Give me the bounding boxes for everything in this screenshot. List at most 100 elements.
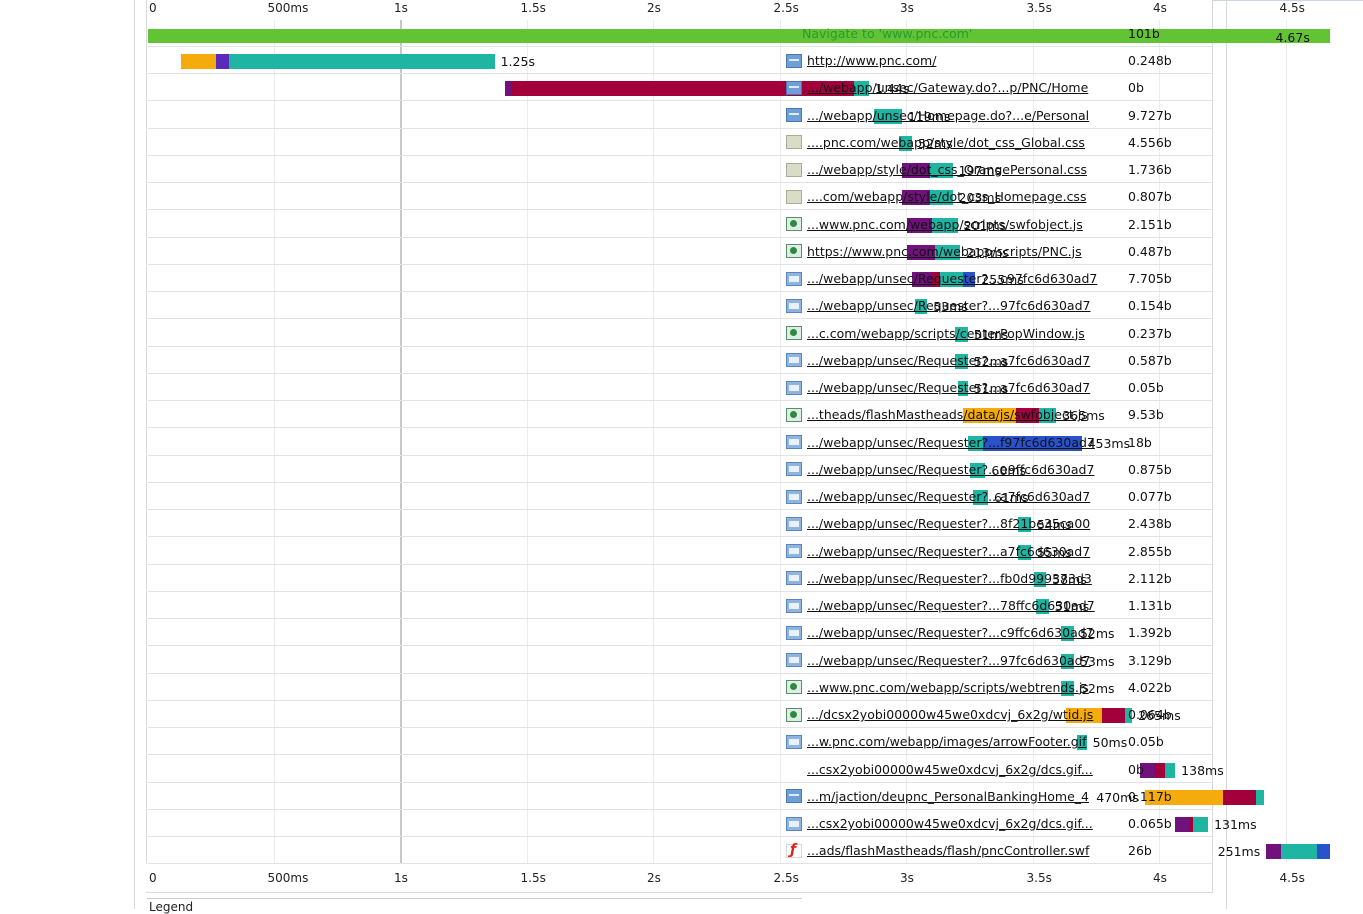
timing-segment-wait <box>874 108 902 124</box>
request-url-cell: ...www.pnc.com/webapp/scripts/swfobject.… <box>786 211 1083 238</box>
request-size: 9.727b <box>1128 107 1172 123</box>
request-row[interactable]: 58ms .../webapp/unsec/Requester?...fb0d99… <box>148 565 1212 592</box>
request-row[interactable]: 54ms .../webapp/unsec/Requester?...8f21be… <box>148 510 1212 538</box>
outer-right-border <box>1226 0 1227 909</box>
timing-segment-connect <box>912 272 933 287</box>
request-row[interactable]: 51ms .../webapp/unsec/Requester?...78ffc6… <box>148 592 1212 619</box>
request-url-link[interactable]: ...www.pnc.com/webapp/scripts/webtrends.… <box>807 679 1089 695</box>
timing-segment-ssl <box>1190 817 1193 832</box>
left-border <box>146 0 147 864</box>
request-row[interactable]: 55ms .../webapp/unsec/Requester?...a7fc6d… <box>148 538 1212 565</box>
request-url-cell: .../webapp/unsec/Requester?...e9ffc6d630… <box>786 456 1094 483</box>
request-size: 4.556b <box>1128 134 1172 150</box>
request-row[interactable]: 265ms .../dcsx2yobi00000w45we0xdcvj_6x2g/… <box>148 701 1212 728</box>
navigate-row[interactable]: 4.67s Navigate to 'www.pnc.com' 101b <box>148 20 1330 47</box>
request-url-cell: .../webapp/unsec/Requester?...a7fc6d630a… <box>786 538 1090 565</box>
request-url-link[interactable]: ....pnc.com/webapp/style/dot_css_Global.… <box>807 134 1085 150</box>
request-url-link[interactable]: ....com/webapp/style/dot_css_Homepage.cs… <box>807 189 1087 205</box>
request-url-link[interactable]: .../webapp/unsec/Requester?...78ffc6d630… <box>807 598 1095 613</box>
timing-segment-wait <box>1061 653 1074 669</box>
request-url-cell: ...ads/flashMastheads/flash/pncControlle… <box>786 837 1089 864</box>
request-url-link[interactable]: https://www.pnc.com/webapp/scripts/PNC.j… <box>807 243 1082 259</box>
request-url-link[interactable]: .../webapp/unsec/Requester?...8f21be35ca… <box>807 516 1091 532</box>
timing-segment-connect <box>907 244 935 260</box>
request-duration: 255ms <box>981 272 1024 287</box>
request-row[interactable]: 201ms ...www.pnc.com/webapp/scripts/swfob… <box>148 211 1212 238</box>
request-row[interactable]: 52ms ....pnc.com/webapp/style/dot_css_Glo… <box>148 129 1212 156</box>
request-url-link[interactable]: .../webapp/unsec/Gateway.do?...p/PNC/Hom… <box>807 80 1089 96</box>
request-url-link[interactable]: .../webapp/unsec/Homepage.do?...e/Person… <box>807 107 1090 123</box>
request-url-link[interactable]: http://www.pnc.com/ <box>807 53 937 68</box>
request-duration: 203ms <box>958 190 1002 206</box>
request-url-link[interactable]: .../webapp/unsec/Requester?...c9ffc6d630… <box>807 625 1094 641</box>
css-file-icon <box>786 135 802 150</box>
request-row[interactable]: 255ms .../webapp/unsec/Requester?...c97fc… <box>148 265 1212 292</box>
timing-segment-wait <box>970 462 986 478</box>
timing-segment-wait <box>1018 517 1031 533</box>
request-url-link[interactable]: .../webapp/unsec/Requester?...a7fc6d630a… <box>807 380 1091 395</box>
request-row[interactable]: 131ms ...csx2yobi00000w45we0xdcvj_6x2g/dc… <box>148 810 1257 837</box>
request-url-link[interactable]: ...c.com/webapp/scripts/centerPopWindow.… <box>807 325 1085 341</box>
timing-segment-ssl <box>1154 762 1166 778</box>
request-size: 0b <box>1128 80 1144 96</box>
request-row[interactable]: 1.25s http://www.pnc.com/0.248b <box>148 47 1212 74</box>
generic-file-icon <box>786 271 802 286</box>
html-file-icon <box>786 80 802 95</box>
request-row[interactable]: 52ms ...www.pnc.com/webapp/scripts/webtre… <box>148 674 1212 701</box>
axis-tick-label: 4.5s <box>1279 1 1305 15</box>
request-url-link[interactable]: .../webapp/style/dot_css_OrangePersonal.… <box>807 162 1087 177</box>
timing-segment-wait <box>914 299 928 315</box>
request-url-link[interactable]: ...m/jaction/deupnc_PersonalBankingHome_… <box>807 788 1089 804</box>
generic-file-icon <box>786 598 802 613</box>
request-row[interactable]: 50ms ...w.pnc.com/webapp/images/arrowFoot… <box>148 728 1212 756</box>
request-row[interactable]: 470ms ...m/jaction/deupnc_PersonalBanking… <box>148 783 1264 810</box>
request-url-link[interactable]: ...www.pnc.com/webapp/scripts/swfobject.… <box>807 216 1083 232</box>
request-row[interactable]: 1.44s .../webapp/unsec/Gateway.do?...p/PN… <box>148 74 1212 102</box>
request-duration: 52ms <box>918 135 953 151</box>
request-row[interactable]: 60ms .../webapp/unsec/Requester?...e9ffc6… <box>148 456 1212 483</box>
request-url-link[interactable]: .../webapp/unsec/Requester?...c97fc6d630… <box>807 271 1098 286</box>
grid-line <box>400 20 402 863</box>
request-size: 3.129b <box>1128 652 1172 668</box>
request-url-link[interactable]: .../dcsx2yobi00000w45we0xdcvj_6x2g/wtid.… <box>807 707 1094 722</box>
request-url-link[interactable]: .../webapp/unsec/Requester?...a7fc6d630a… <box>807 352 1091 368</box>
request-row[interactable]: 51ms .../webapp/unsec/Requester?...a7fc6d… <box>148 374 1212 401</box>
request-size: 4.022b <box>1128 679 1172 695</box>
request-row[interactable]: 203ms ....com/webapp/style/dot_css_Homepa… <box>148 183 1212 211</box>
request-row[interactable]: 251ms ...ads/flashMastheads/flash/pncCont… <box>148 837 1330 865</box>
request-url-link[interactable]: ...theads/flashMastheads/data/js/swfobje… <box>807 407 1088 423</box>
request-size: 1.392b <box>1128 625 1172 641</box>
request-duration: 131ms <box>1214 817 1257 832</box>
request-url-link[interactable]: ...csx2yobi00000w45we0xdcvj_6x2g/dcs.gif… <box>807 761 1093 777</box>
request-row[interactable]: 119ms .../webapp/unsec/Homepage.do?...e/P… <box>148 102 1212 129</box>
js-file-icon <box>786 707 802 722</box>
timing-segment-wait <box>939 272 963 287</box>
request-url-link[interactable]: .../webapp/unsec/Requester?...fb0d999373… <box>807 570 1092 586</box>
request-url-link[interactable]: ...csx2yobi00000w45we0xdcvj_6x2g/dcs.gif… <box>807 816 1093 831</box>
request-row[interactable]: 53ms .../webapp/unsec/Requester?...97fc6d… <box>148 647 1212 674</box>
timing-segment-dns <box>1066 708 1102 723</box>
timing-segment-receive <box>982 435 1082 451</box>
request-row[interactable]: 52ms .../webapp/unsec/Requester?...a7fc6d… <box>148 347 1212 374</box>
request-row[interactable]: 61ms .../webapp/unsec/Requester?...a7fc6d… <box>148 483 1212 510</box>
request-url-link[interactable]: .../webapp/unsec/Requester?...97fc6d630a… <box>807 298 1091 314</box>
request-url-link[interactable]: .../webapp/unsec/Requester?...e9ffc6d630… <box>807 461 1095 477</box>
request-row[interactable]: 453ms .../webapp/unsec/Requester?...f97fc… <box>148 429 1212 456</box>
request-row[interactable]: 365ms ...theads/flashMastheads/data/js/sw… <box>148 401 1212 429</box>
timing-segment-receive <box>1316 844 1330 860</box>
request-size: 9.53b <box>1128 407 1164 423</box>
request-url-link[interactable]: .../webapp/unsec/Requester?...a7fc6d630a… <box>807 543 1091 559</box>
request-size: 0.237b <box>1128 325 1172 341</box>
request-row[interactable]: 52ms .../webapp/unsec/Requester?...c9ffc6… <box>148 619 1212 647</box>
request-url-link[interactable]: ...w.pnc.com/webapp/images/arrowFooter.g… <box>807 734 1087 750</box>
request-row[interactable]: 197ms .../webapp/style/dot_css_OrangePers… <box>148 156 1212 183</box>
request-url-cell: ...c.com/webapp/scripts/centerPopWindow.… <box>786 320 1085 347</box>
request-url-link[interactable]: .../webapp/unsec/Requester?...f97fc6d630… <box>807 434 1095 450</box>
request-row[interactable]: 213ms https://www.pnc.com/webapp/scripts/… <box>148 238 1212 265</box>
request-row[interactable]: 53ms .../webapp/unsec/Requester?...97fc6d… <box>148 292 1212 320</box>
request-row[interactable]: 138ms ...csx2yobi00000w45we0xdcvj_6x2g/dc… <box>148 756 1224 783</box>
request-url-link[interactable]: .../webapp/unsec/Requester?...a7fc6d630a… <box>807 489 1091 504</box>
request-row[interactable]: 51ms ...c.com/webapp/scripts/centerPopWin… <box>148 320 1212 347</box>
request-url-link[interactable]: .../webapp/unsec/Requester?...97fc6d630a… <box>807 652 1091 668</box>
request-url-link[interactable]: ...ads/flashMastheads/flash/pncControlle… <box>807 843 1090 859</box>
